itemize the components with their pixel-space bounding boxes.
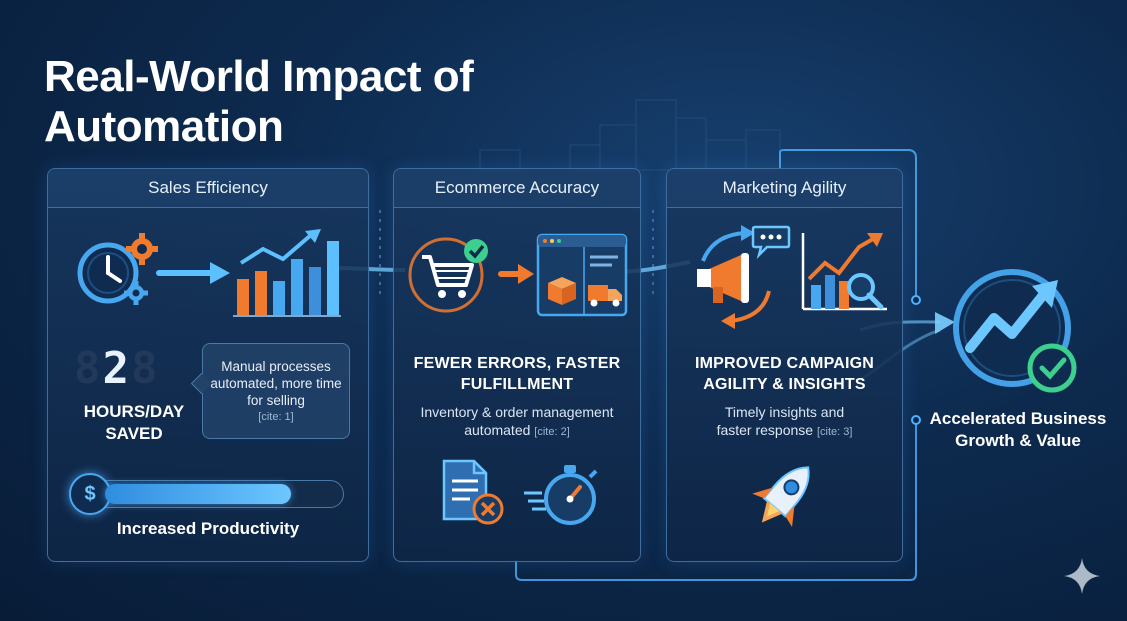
- clock-gears-icon: [77, 233, 158, 305]
- marketing-subtext: Timely insights and faster response [cit…: [667, 403, 902, 441]
- growth-check-icon: [953, 269, 1077, 393]
- document-error-icon: [442, 459, 504, 525]
- marketing-agility-header: Marketing Agility: [667, 169, 902, 208]
- hours-saved-label: HOURS/DAY SAVED: [83, 402, 185, 443]
- shopping-cart-check-icon: [408, 237, 488, 313]
- ecommerce-subtext: Inventory & order management automated […: [394, 403, 640, 441]
- marketing-agility-panel: Marketing Agility IMPROVED CAMPAIGN AGIL…: [666, 168, 903, 562]
- marketing-cite: [cite: 3]: [816, 426, 853, 438]
- sales-info-bubble: Manual processes automated, more time fo…: [202, 343, 350, 439]
- arrow-right-icon: [498, 264, 534, 284]
- browser-delivery-icon: [536, 233, 628, 317]
- outcome-label: Accelerated Business Growth & Value: [929, 409, 1107, 450]
- ecommerce-accuracy-panel: Ecommerce Accuracy FEWER ERRORS, FASTER …: [393, 168, 641, 562]
- marketing-headline: IMPROVED CAMPAIGN AGILITY & INSIGHTS: [694, 355, 875, 393]
- chart-magnifier-icon: [801, 233, 887, 311]
- productivity-progress-fill: [105, 484, 291, 504]
- productivity-label: Increased Productivity: [116, 519, 300, 538]
- marketing-subtext-body: Timely insights and faster response: [716, 404, 845, 438]
- sales-bubble-cite: [cite: 1]: [258, 411, 294, 423]
- stopwatch-icon: [524, 465, 598, 525]
- bar-chart-growth-icon: [233, 229, 341, 317]
- page-title: Real-World Impact of Automation: [44, 52, 474, 151]
- sales-efficiency-header: Sales Efficiency: [48, 169, 368, 208]
- sparkle-icon: [1064, 558, 1100, 594]
- ecommerce-subtext-body: Inventory & order management automated: [420, 404, 614, 438]
- hours-saved-value: 2: [102, 343, 131, 394]
- megaphone-icon: [697, 225, 771, 329]
- ecommerce-cite: [cite: 2]: [534, 426, 570, 438]
- chat-bubble-icon: [751, 225, 791, 260]
- sales-efficiency-panel: Sales Efficiency: [47, 168, 369, 562]
- sales-bubble-text: Manual processes automated, more time fo…: [210, 359, 342, 408]
- ecommerce-accuracy-header: Ecommerce Accuracy: [394, 169, 640, 208]
- ecommerce-headline: FEWER ERRORS, FASTER FULFILLMENT: [413, 355, 621, 393]
- rocket-icon: [752, 466, 810, 528]
- arrow-right-icon: [156, 262, 230, 284]
- productivity-progress-bar: $: [69, 473, 344, 515]
- hours-saved-display: 828: [74, 343, 160, 394]
